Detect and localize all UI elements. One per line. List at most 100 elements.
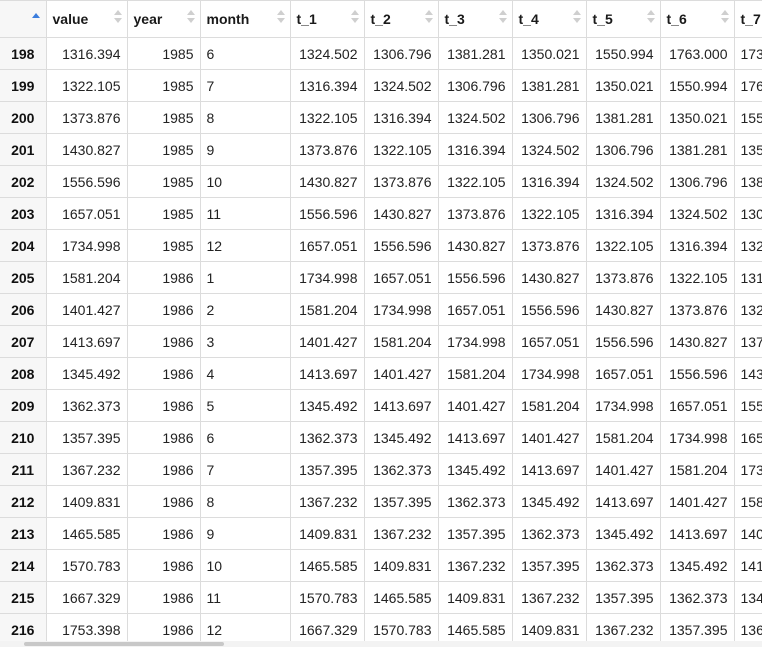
- table-row[interactable]: 208 1345.492 1986 4 1413.697 1401.427 1581.204…: [0, 357, 762, 390]
- cell-t6: 1657.051: [660, 389, 735, 422]
- table-row[interactable]: 209 1362.373 1986 5 1345.492 1413.697 1401.427…: [0, 389, 762, 422]
- table-row[interactable]: 215 1667.329 1986 11 1570.783 1465.585 1409.83…: [0, 581, 762, 614]
- row-number: 202: [0, 165, 47, 198]
- column-header-year[interactable]: year: [127, 0, 201, 38]
- table-row[interactable]: 198 1316.394 1985 6 1324.502 1306.796 1381.281…: [0, 37, 762, 70]
- cell-t1: 1324.502: [290, 37, 365, 70]
- cell-t1: 1322.105: [290, 101, 365, 134]
- table-row[interactable]: 200 1373.876 1985 8 1322.105 1316.394 1324.502…: [0, 101, 762, 134]
- sort-arrows-icon[interactable]: [186, 10, 195, 26]
- sort-arrows-icon[interactable]: [720, 10, 729, 26]
- cell-year: 1985: [127, 37, 201, 70]
- sort-arrows-icon[interactable]: [646, 10, 655, 26]
- sort-arrows-icon[interactable]: [572, 10, 581, 26]
- cell-t6: 1430.827: [660, 325, 735, 358]
- table-row[interactable]: 213 1465.585 1986 9 1409.831 1367.232 1357.395…: [0, 517, 762, 550]
- cell-month: 8: [200, 101, 291, 134]
- table-row[interactable]: 210 1357.395 1986 6 1362.373 1345.492 1413.697…: [0, 421, 762, 454]
- column-header-t4[interactable]: t_4: [512, 0, 587, 38]
- cell-t1: 1357.395: [290, 453, 365, 486]
- table-row[interactable]: 199 1322.105 1985 7 1316.394 1324.502 1306.796…: [0, 69, 762, 102]
- table-row[interactable]: 211 1367.232 1986 7 1357.395 1362.373 1345.492…: [0, 453, 762, 486]
- table-row[interactable]: 214 1570.783 1986 10 1465.585 1409.831 1367.23…: [0, 549, 762, 582]
- row-number: 211: [0, 453, 47, 486]
- cell-month: 10: [200, 549, 291, 582]
- cell-year: 1985: [127, 133, 201, 166]
- cell-value: 1667.329: [46, 581, 128, 614]
- horizontal-scrollbar[interactable]: [0, 641, 762, 647]
- cell-value: 1657.051: [46, 197, 128, 230]
- column-header-t3[interactable]: t_3: [438, 0, 513, 38]
- cell-t1: 1362.373: [290, 421, 365, 454]
- column-header-t2[interactable]: t_2: [364, 0, 439, 38]
- row-number: 212: [0, 485, 47, 518]
- cell-t3: 1409.831: [438, 581, 513, 614]
- cell-value: 1316.394: [46, 37, 128, 70]
- cell-year: 1985: [127, 229, 201, 262]
- table-row[interactable]: 212 1409.831 1986 8 1367.232 1357.395 1362.373…: [0, 485, 762, 518]
- sort-arrows-icon[interactable]: [113, 10, 122, 26]
- column-header-value[interactable]: value: [46, 0, 128, 38]
- table-row[interactable]: 202 1556.596 1985 10 1430.827 1373.876 1322.10…: [0, 165, 762, 198]
- cell-year: 1986: [127, 421, 201, 454]
- table-row[interactable]: 205 1581.204 1986 1 1734.998 1657.051 1556.596…: [0, 261, 762, 294]
- sort-arrows-icon[interactable]: [424, 10, 433, 26]
- cell-value: 1570.783: [46, 549, 128, 582]
- table-row[interactable]: 206 1401.427 1986 2 1581.204 1734.998 1657.051…: [0, 293, 762, 326]
- cell-t3: 1465.585: [438, 613, 513, 646]
- cell-t2: 1581.204: [364, 325, 439, 358]
- cell-value: 1734.998: [46, 229, 128, 262]
- cell-value: 1753.398: [46, 613, 128, 646]
- cell-t5: 1316.394: [586, 197, 661, 230]
- column-header-t7[interactable]: t_7: [734, 0, 762, 38]
- cell-t4: 1657.051: [512, 325, 587, 358]
- row-number-header[interactable]: [0, 0, 47, 38]
- row-number: 201: [0, 133, 47, 166]
- sort-arrows-icon[interactable]: [498, 10, 507, 26]
- cell-t4: 1316.394: [512, 165, 587, 198]
- cell-t7: 173: [734, 453, 762, 486]
- scrollbar-thumb[interactable]: [24, 642, 224, 646]
- cell-t6: 1324.502: [660, 197, 735, 230]
- cell-t7: 134: [734, 581, 762, 614]
- column-header-month[interactable]: month: [200, 0, 291, 38]
- cell-month: 12: [200, 229, 291, 262]
- row-number: 216: [0, 613, 47, 646]
- cell-t2: 1357.395: [364, 485, 439, 518]
- cell-t1: 1734.998: [290, 261, 365, 294]
- cell-t1: 1345.492: [290, 389, 365, 422]
- cell-t1: 1413.697: [290, 357, 365, 390]
- cell-t6: 1550.994: [660, 69, 735, 102]
- cell-value: 1413.697: [46, 325, 128, 358]
- cell-value: 1362.373: [46, 389, 128, 422]
- cell-value: 1345.492: [46, 357, 128, 390]
- table-row[interactable]: 216 1753.398 1986 12 1667.329 1570.783 1465.58…: [0, 613, 762, 646]
- cell-t1: 1465.585: [290, 549, 365, 582]
- table-row[interactable]: 203 1657.051 1985 11 1556.596 1430.827 1373.87…: [0, 197, 762, 230]
- cell-t2: 1373.876: [364, 165, 439, 198]
- column-header-t1[interactable]: t_1: [290, 0, 365, 38]
- column-header-t6[interactable]: t_6: [660, 0, 735, 38]
- column-header-t5[interactable]: t_5: [586, 0, 661, 38]
- cell-t2: 1324.502: [364, 69, 439, 102]
- cell-month: 5: [200, 389, 291, 422]
- cell-month: 6: [200, 37, 291, 70]
- cell-t5: 1306.796: [586, 133, 661, 166]
- row-number: 208: [0, 357, 47, 390]
- cell-t5: 1734.998: [586, 389, 661, 422]
- table-row[interactable]: 207 1413.697 1986 3 1401.427 1581.204 1734.998…: [0, 325, 762, 358]
- cell-value: 1322.105: [46, 69, 128, 102]
- sort-arrows-icon[interactable]: [350, 10, 359, 26]
- cell-t7: 130: [734, 197, 762, 230]
- cell-t2: 1413.697: [364, 389, 439, 422]
- cell-t5: 1362.373: [586, 549, 661, 582]
- cell-t5: 1350.021: [586, 69, 661, 102]
- cell-t3: 1316.394: [438, 133, 513, 166]
- table-row[interactable]: 201 1430.827 1985 9 1373.876 1322.105 1316.394…: [0, 133, 762, 166]
- cell-value: 1430.827: [46, 133, 128, 166]
- cell-year: 1986: [127, 389, 201, 422]
- cell-year: 1986: [127, 357, 201, 390]
- cell-t5: 1373.876: [586, 261, 661, 294]
- sort-arrows-icon[interactable]: [276, 10, 285, 26]
- table-row[interactable]: 204 1734.998 1985 12 1657.051 1556.596 1430.82…: [0, 229, 762, 262]
